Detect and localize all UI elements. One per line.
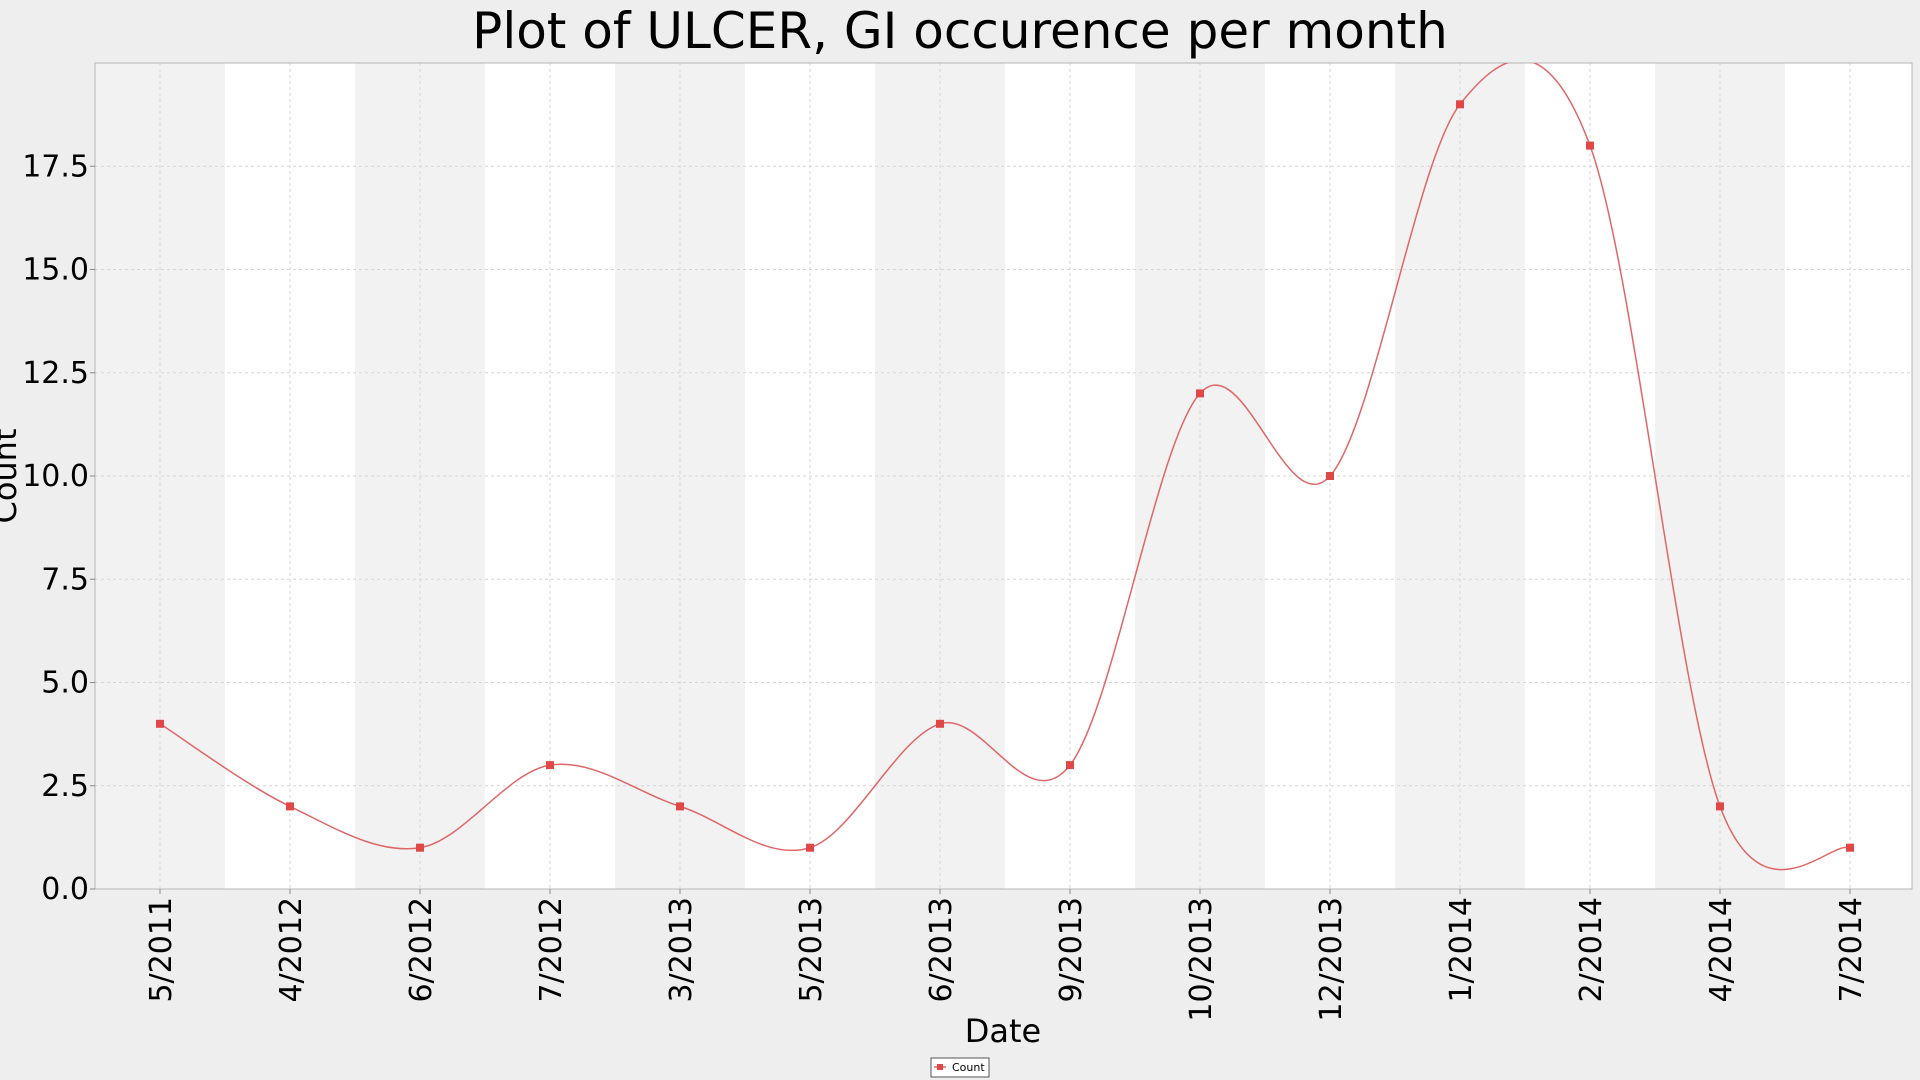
legend-label: Count (952, 1061, 985, 1074)
data-point (676, 802, 684, 811)
data-point (1066, 761, 1074, 770)
x-axis: 5/2011 4/2012 6/2012 7/2012 3/2013 5/2013 6/20… (144, 889, 1869, 1022)
x-tick-label: 5/2013 (794, 897, 829, 1003)
plot-area (156, 63, 1854, 871)
data-point (806, 843, 814, 852)
data-point (546, 761, 554, 770)
legend-marker (937, 1064, 943, 1070)
y-axis-title: Count (0, 428, 24, 523)
data-point (1326, 472, 1334, 480)
data-point (1846, 843, 1854, 852)
y-tick-label: 10.0 (22, 459, 89, 494)
data-point (1586, 141, 1594, 150)
chart-title: Plot of ULCER, GI occurence per month (472, 2, 1448, 60)
y-tick-label: 0.0 (41, 872, 89, 907)
data-point (1716, 802, 1724, 811)
x-tick-label: 9/2013 (1054, 897, 1089, 1003)
data-point (286, 802, 294, 811)
x-axis-title: Date (965, 1012, 1041, 1050)
x-tick-label: 6/2013 (924, 897, 959, 1003)
series-line (159, 63, 1851, 871)
y-tick-label: 17.5 (22, 149, 89, 184)
x-tick-label: 7/2014 (1834, 897, 1869, 1003)
y-tick-label: 12.5 (22, 356, 89, 391)
data-point (156, 719, 164, 728)
x-tick-label: 4/2012 (274, 897, 309, 1003)
gridlines (95, 63, 1912, 890)
data-point (1196, 389, 1204, 398)
legend-box (930, 1057, 990, 1078)
y-tick-label: 7.5 (41, 562, 89, 597)
x-tick-label: 2/2014 (1574, 897, 1609, 1003)
x-tick-label: 6/2012 (404, 897, 439, 1003)
x-tick-label: 5/2011 (144, 897, 179, 1003)
x-tick-label: 12/2013 (1314, 897, 1349, 1022)
y-axis: 0.0 2.5 5.0 7.5 10.0 12.5 15.0 17.5 (22, 149, 95, 907)
x-tick-label: 4/2014 (1704, 897, 1739, 1003)
x-tick-label: 3/2013 (664, 897, 699, 1003)
y-tick-label: 2.5 (41, 769, 89, 804)
y-tick-label: 15.0 (22, 253, 89, 288)
y-tick-label: 5.0 (41, 666, 89, 701)
data-point (1456, 100, 1464, 109)
x-tick-label: 10/2013 (1184, 897, 1219, 1022)
legend: Count (930, 1057, 990, 1078)
x-tick-label: 7/2012 (534, 897, 569, 1003)
data-point (936, 719, 944, 728)
x-tick-label: 1/2014 (1444, 897, 1479, 1003)
data-point (416, 843, 424, 852)
